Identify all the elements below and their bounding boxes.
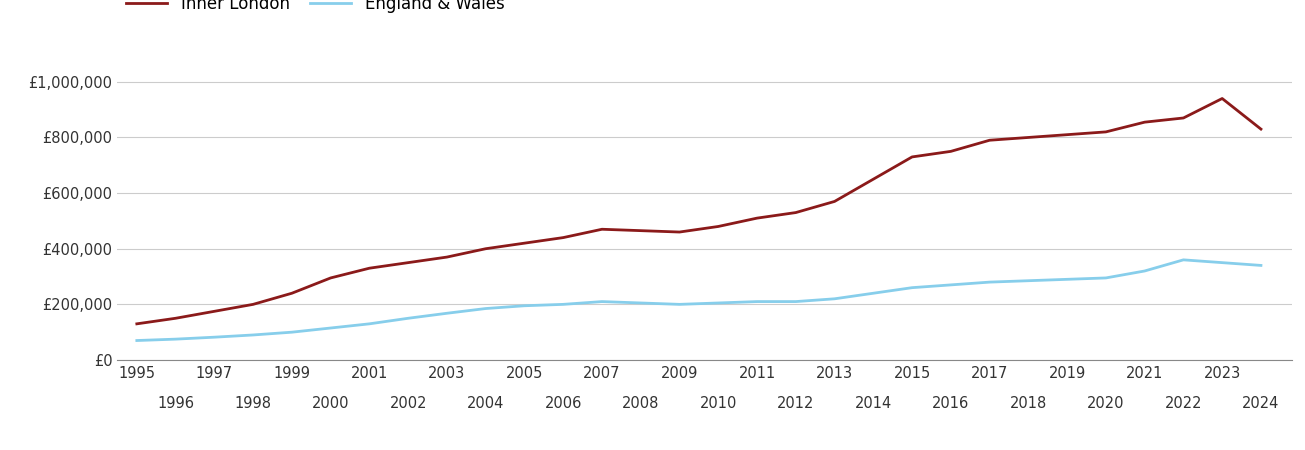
England & Wales [284,329,300,335]
England & Wales [672,302,688,307]
Inner London [438,254,454,260]
England & Wales [904,285,920,290]
Inner London [1176,115,1191,121]
England & Wales [168,337,184,342]
England & Wales [981,279,997,285]
England & Wales [322,325,338,331]
Inner London [633,228,649,234]
Legend: Inner London, England & Wales: Inner London, England & Wales [125,0,505,13]
Inner London [1021,135,1036,140]
Inner London [594,226,609,232]
England & Wales [1176,257,1191,262]
Inner London [749,216,765,221]
Inner London [361,266,377,271]
England & Wales [749,299,765,304]
England & Wales [401,315,416,321]
England & Wales [206,334,222,340]
Inner London [788,210,804,215]
Inner London [517,240,532,246]
Inner London [944,148,959,154]
England & Wales [1098,275,1113,281]
Inner London [168,315,184,321]
Inner London [710,224,726,229]
England & Wales [865,291,881,296]
England & Wales [517,303,532,308]
England & Wales [438,310,454,316]
England & Wales [594,299,609,304]
England & Wales [1253,263,1268,268]
Inner London [672,230,688,235]
Inner London [827,199,843,204]
Inner London [1137,119,1152,125]
Inner London [129,321,145,327]
England & Wales [361,321,377,327]
England & Wales [1021,278,1036,284]
Inner London [1215,96,1231,101]
England & Wales [944,282,959,288]
England & Wales [129,338,145,343]
Inner London [322,275,338,281]
England & Wales [556,302,572,307]
Inner London [478,246,493,252]
England & Wales [788,299,804,304]
Inner London [284,291,300,296]
Line: Inner London: Inner London [137,99,1261,324]
Inner London [1060,132,1075,137]
England & Wales [1137,268,1152,274]
Line: England & Wales: England & Wales [137,260,1261,341]
England & Wales [245,332,261,338]
England & Wales [1215,260,1231,265]
Inner London [245,302,261,307]
England & Wales [710,300,726,306]
Inner London [1098,129,1113,135]
Inner London [904,154,920,160]
Inner London [401,260,416,265]
England & Wales [827,296,843,302]
Inner London [1253,126,1268,132]
England & Wales [1060,277,1075,282]
Inner London [556,235,572,240]
Inner London [865,176,881,182]
Inner London [206,309,222,314]
Inner London [981,138,997,143]
England & Wales [633,300,649,306]
England & Wales [478,306,493,311]
